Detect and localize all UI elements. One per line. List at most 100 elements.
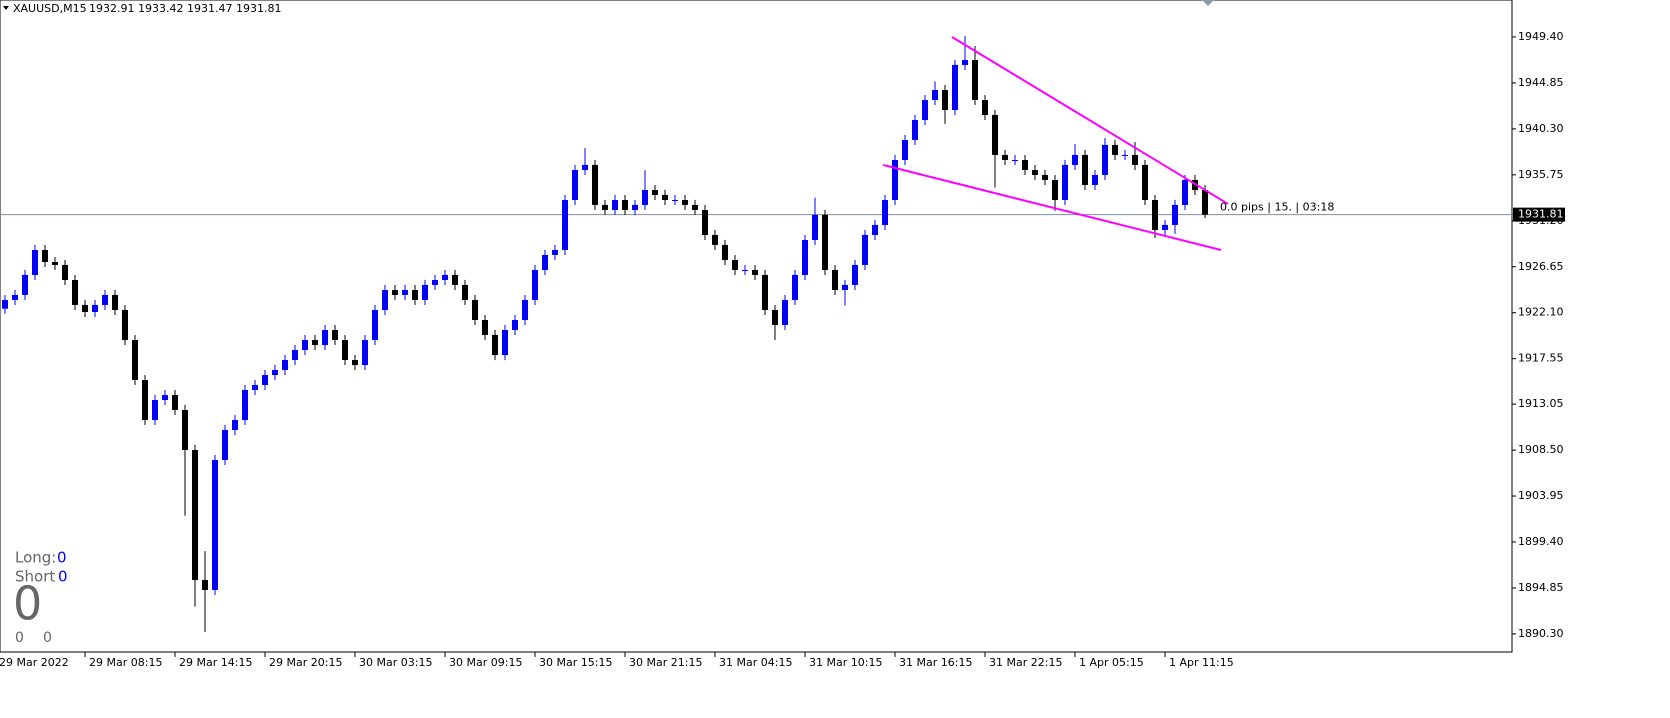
y-tick-label: 1908.50	[1518, 443, 1564, 456]
candle-body	[172, 395, 178, 410]
candle-body	[632, 204, 638, 210]
x-tick-label: 31 Mar 16:15	[899, 656, 972, 669]
y-tick-label: 1903.95	[1518, 489, 1564, 502]
y-tick-label: 1926.65	[1518, 260, 1564, 273]
candle-body	[1092, 174, 1098, 185]
candle-body	[852, 264, 858, 285]
candle-body	[1062, 164, 1068, 200]
candle-body	[442, 274, 448, 280]
candle-body	[182, 409, 188, 450]
candle-body	[612, 199, 618, 210]
candle-body	[902, 139, 908, 160]
candle-body	[382, 289, 388, 310]
short-value: 0	[58, 568, 68, 586]
candle-body	[42, 249, 48, 263]
candle-body	[962, 59, 968, 65]
candle-body	[692, 204, 698, 210]
shift-marker	[1202, 0, 1214, 6]
candle-body	[1012, 159, 1018, 161]
candle-body	[262, 375, 268, 386]
candle-body	[522, 299, 528, 320]
candle-body	[842, 284, 848, 290]
candle-body	[882, 199, 888, 225]
x-tick-label: 31 Mar 22:15	[989, 656, 1062, 669]
candle-body	[482, 319, 488, 335]
candle-body	[422, 284, 428, 300]
candle-body	[1152, 199, 1158, 230]
candle-body	[1132, 154, 1138, 165]
quote: 1932.91 1933.42 1931.47 1931.81	[89, 2, 281, 15]
annotation: 0.0 pips | 15. | 03:18	[1220, 201, 1334, 214]
trade-panel: Long: 0 Short 0 0 0 0	[13, 549, 68, 647]
candle-body	[1032, 169, 1038, 175]
candle-body	[802, 239, 808, 275]
candle-body	[672, 199, 678, 201]
candle-body	[342, 339, 348, 360]
candle-body	[1042, 174, 1048, 180]
candle-body	[112, 294, 118, 310]
candle-body	[992, 114, 998, 155]
x-tick-label: 29 Mar 14:15	[179, 656, 252, 669]
candle-body	[132, 339, 138, 380]
x-tick-label: 1 Apr 05:15	[1079, 656, 1144, 669]
candle-body	[822, 214, 828, 270]
candle-body	[682, 199, 688, 205]
candle-body	[582, 164, 588, 170]
y-tick-label: 1944.85	[1518, 76, 1564, 89]
candle-body	[372, 309, 378, 340]
candle-body	[922, 99, 928, 120]
candle-body	[942, 89, 948, 110]
candle-body	[472, 299, 478, 320]
y-tick-label: 1913.05	[1518, 397, 1564, 410]
candle-body	[212, 459, 218, 590]
candle-body	[22, 274, 28, 295]
last-price-box	[1513, 207, 1565, 222]
x-tick-label: 31 Mar 10:15	[809, 656, 882, 669]
candle-body	[1052, 179, 1058, 200]
candle-body	[572, 169, 578, 200]
candle-body	[652, 189, 658, 195]
trendline	[882, 163, 1222, 251]
long-value: 0	[57, 549, 67, 567]
candle-body	[952, 64, 958, 110]
y-tick-label: 1917.55	[1518, 352, 1564, 365]
y-tick-label: 1949.40	[1518, 30, 1564, 43]
candle-body	[1072, 154, 1078, 165]
candle-body	[122, 309, 128, 340]
candle-body	[1142, 164, 1148, 200]
candle-body	[222, 429, 228, 460]
x-tick-label: 30 Mar 21:15	[629, 656, 702, 669]
x-tick-label: 31 Mar 04:15	[719, 656, 792, 669]
candle-body	[532, 269, 538, 300]
candle-body	[782, 299, 788, 325]
candle-body	[1182, 179, 1188, 205]
y-tick-label: 1935.75	[1518, 168, 1564, 181]
bottom-right: 0	[43, 630, 52, 646]
candle-body	[412, 289, 418, 300]
candle-body	[242, 389, 248, 420]
menu-arrow[interactable]	[3, 6, 9, 10]
candle-body	[312, 339, 318, 346]
candle-body	[972, 59, 978, 100]
candle-body	[492, 334, 498, 356]
candle-body	[982, 99, 988, 115]
candle-body	[332, 329, 338, 340]
x-tick-label: 29 Mar 20:15	[269, 656, 342, 669]
candle-body	[1122, 154, 1128, 156]
candle-body	[232, 419, 238, 430]
candle-body	[502, 329, 508, 356]
x-tick-label: 30 Mar 09:15	[449, 656, 522, 669]
x-tick-label: 29 Mar 2022	[0, 656, 69, 669]
trendline	[951, 36, 1229, 205]
candle-body	[1082, 154, 1088, 185]
candle-body	[712, 234, 718, 245]
candle-body	[462, 284, 468, 300]
candle-body	[662, 194, 668, 200]
candle-body	[1102, 144, 1108, 175]
candle-body	[272, 369, 278, 376]
candle-body	[92, 304, 98, 313]
candle-body	[1112, 144, 1118, 155]
long-label: Long:	[15, 549, 56, 567]
candle-body	[772, 309, 778, 325]
